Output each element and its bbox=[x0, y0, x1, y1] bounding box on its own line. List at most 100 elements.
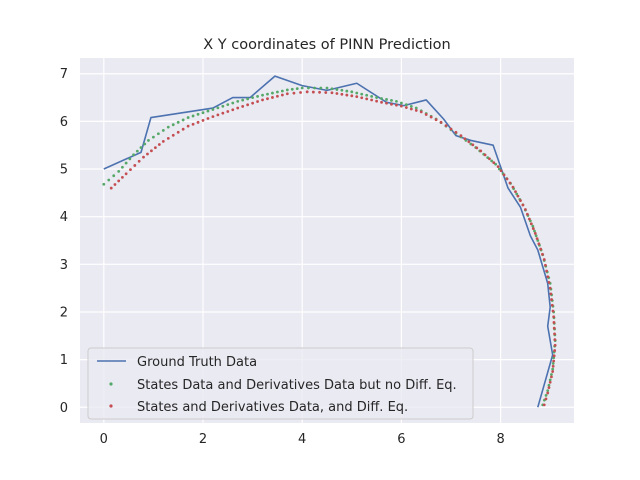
data-point bbox=[508, 181, 512, 185]
data-point bbox=[133, 164, 137, 167]
data-point bbox=[139, 146, 143, 149]
data-point bbox=[276, 94, 279, 98]
legend-marker-states-diffeq bbox=[109, 404, 113, 408]
data-point bbox=[206, 117, 210, 120]
data-point bbox=[550, 303, 554, 307]
data-point bbox=[117, 179, 121, 183]
data-point bbox=[211, 108, 215, 111]
data-point bbox=[211, 115, 215, 119]
data-point bbox=[271, 91, 274, 95]
data-point bbox=[404, 103, 408, 107]
data-point bbox=[365, 97, 369, 101]
data-point bbox=[385, 101, 388, 105]
data-point bbox=[467, 140, 471, 144]
data-point bbox=[335, 88, 339, 91]
data-point bbox=[390, 99, 393, 102]
data-point bbox=[494, 162, 498, 166]
data-point bbox=[318, 90, 321, 94]
data-point bbox=[454, 130, 458, 134]
data-point bbox=[330, 87, 334, 91]
data-point bbox=[395, 103, 398, 107]
data-point bbox=[135, 149, 139, 153]
data-point bbox=[463, 137, 467, 141]
data-point bbox=[552, 315, 556, 319]
data-point bbox=[324, 91, 328, 94]
data-point bbox=[459, 134, 463, 138]
data-point bbox=[552, 326, 556, 330]
data-point bbox=[439, 120, 443, 124]
data-point bbox=[534, 234, 538, 238]
data-point bbox=[216, 106, 220, 110]
data-point bbox=[409, 107, 413, 111]
data-point bbox=[550, 373, 553, 376]
legend-label-states-no-diffeq: States Data and Derivatives Data but no … bbox=[137, 378, 457, 393]
data-point bbox=[429, 115, 433, 119]
data-point bbox=[380, 97, 383, 100]
data-point bbox=[256, 100, 259, 103]
data-point bbox=[226, 110, 230, 113]
data-point bbox=[241, 98, 245, 102]
series-0 bbox=[103, 75, 554, 408]
data-point bbox=[129, 168, 132, 172]
data-point bbox=[147, 139, 150, 142]
data-point bbox=[201, 111, 205, 115]
data-point bbox=[146, 152, 149, 156]
y-tick-label: 3 bbox=[60, 258, 68, 273]
data-point bbox=[449, 127, 453, 131]
data-point bbox=[516, 194, 520, 198]
data-point bbox=[475, 146, 479, 150]
data-point bbox=[552, 321, 556, 324]
data-point bbox=[514, 190, 517, 194]
data-point bbox=[529, 222, 533, 226]
y-tick-label: 6 bbox=[60, 115, 68, 130]
data-point bbox=[171, 123, 175, 127]
data-point bbox=[549, 292, 553, 296]
x-tick-label: 0 bbox=[100, 432, 108, 447]
data-point bbox=[176, 120, 180, 124]
y-tick-labels: 0 1 2 3 4 5 6 7 bbox=[60, 67, 68, 416]
y-tick-label: 5 bbox=[60, 163, 68, 178]
y-tick-label: 7 bbox=[60, 67, 68, 82]
data-point bbox=[414, 106, 418, 110]
data-point bbox=[531, 224, 535, 228]
data-point bbox=[548, 286, 552, 290]
data-point bbox=[226, 103, 230, 107]
x-tick-label: 4 bbox=[298, 432, 306, 447]
data-point bbox=[527, 217, 531, 221]
data-point bbox=[319, 86, 323, 90]
data-point bbox=[256, 95, 259, 98]
data-point bbox=[546, 275, 550, 279]
data-point bbox=[399, 101, 403, 105]
data-point bbox=[271, 96, 274, 99]
data-point bbox=[547, 386, 551, 390]
data-point bbox=[547, 281, 551, 284]
data-point bbox=[196, 112, 200, 116]
data-point bbox=[551, 309, 555, 313]
data-point bbox=[231, 101, 235, 105]
data-point bbox=[550, 298, 553, 301]
data-point bbox=[533, 229, 536, 233]
data-point bbox=[390, 102, 393, 106]
data-point bbox=[548, 378, 552, 382]
data-point bbox=[236, 99, 240, 103]
data-point bbox=[505, 177, 509, 181]
data-point bbox=[181, 118, 185, 122]
data-point bbox=[548, 380, 552, 384]
data-point bbox=[496, 165, 500, 169]
data-point bbox=[206, 109, 210, 113]
data-point bbox=[196, 120, 200, 124]
data-point bbox=[292, 91, 296, 95]
data-point bbox=[370, 98, 374, 102]
data-point bbox=[150, 149, 153, 153]
data-point bbox=[280, 89, 284, 93]
data-point bbox=[161, 139, 165, 143]
data-point bbox=[521, 203, 525, 207]
data-point bbox=[307, 86, 310, 90]
x-tick-labels: 0 2 4 6 8 bbox=[100, 432, 505, 447]
data-point bbox=[186, 124, 190, 128]
data-point bbox=[535, 237, 539, 240]
data-point bbox=[471, 143, 475, 147]
data-point bbox=[201, 119, 205, 122]
data-point bbox=[124, 161, 128, 165]
data-point bbox=[156, 132, 160, 136]
